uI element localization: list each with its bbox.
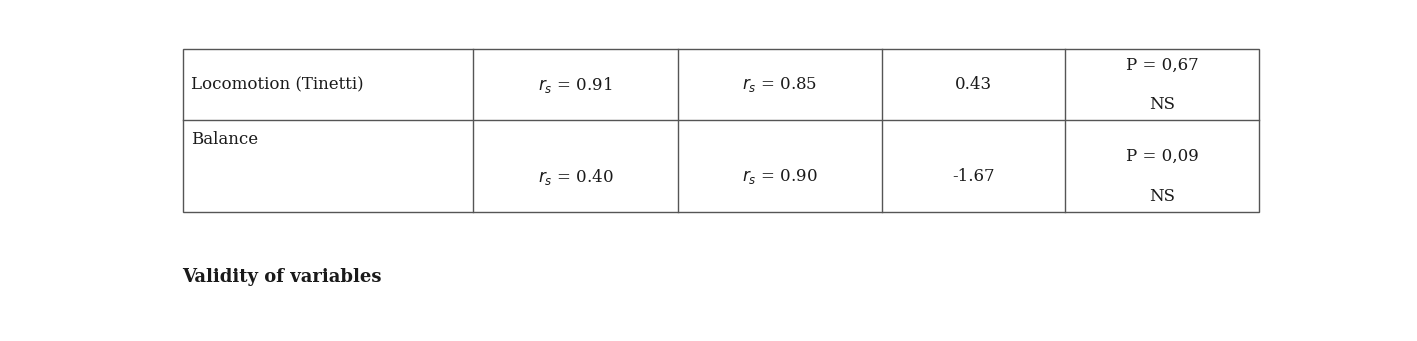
Text: Balance: Balance xyxy=(191,131,258,148)
Text: 0.43: 0.43 xyxy=(955,76,992,93)
Text: Validity of variables: Validity of variables xyxy=(183,268,383,286)
Text: NS: NS xyxy=(1149,96,1175,113)
Text: $r_s$ = 0.90: $r_s$ = 0.90 xyxy=(743,167,818,186)
Text: $r_s$ = 0.85: $r_s$ = 0.85 xyxy=(743,75,818,94)
Bar xyxy=(183,49,1258,211)
Text: Locomotion (Tinetti): Locomotion (Tinetti) xyxy=(191,76,364,93)
Text: -1.67: -1.67 xyxy=(952,168,995,185)
Text: P = 0,09: P = 0,09 xyxy=(1125,148,1199,165)
Text: $r_s$ = 0.91: $r_s$ = 0.91 xyxy=(538,75,612,94)
Text: $r_s$ = 0.40: $r_s$ = 0.40 xyxy=(537,166,614,187)
Text: P = 0,67: P = 0,67 xyxy=(1125,56,1199,73)
Text: NS: NS xyxy=(1149,188,1175,205)
